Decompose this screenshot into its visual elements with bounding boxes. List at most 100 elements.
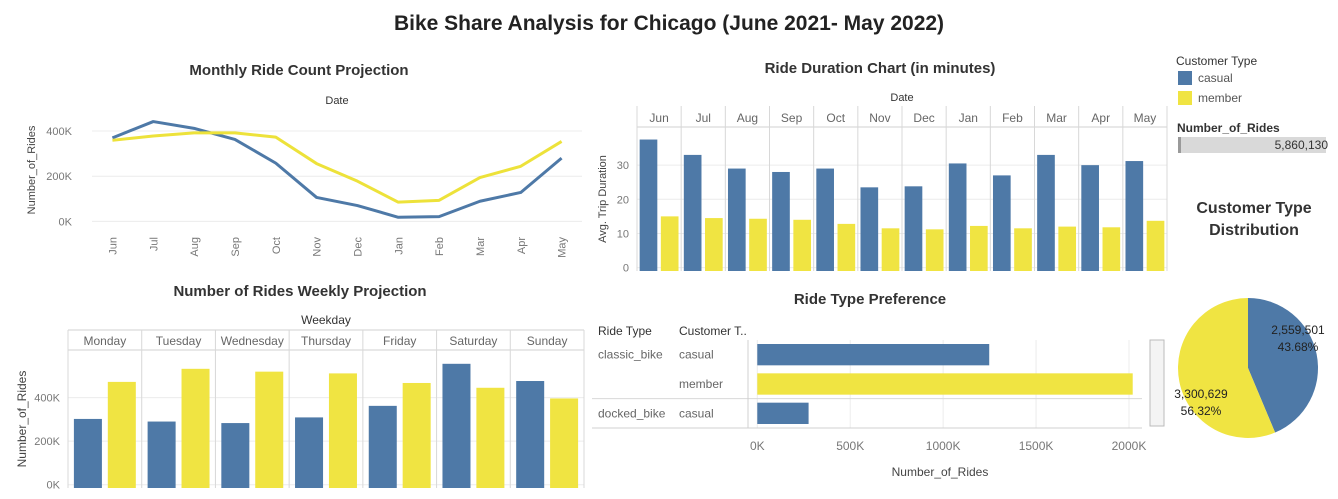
monthly-xtick-label: Oct: [271, 237, 283, 254]
monthly-ytick-label: 400K: [46, 126, 72, 138]
weekly-rides-chart: Weekday 0K 200K 400K Number_of_Rides Monday Tu…: [15, 313, 585, 492]
ridetype-customer-label: casual: [679, 348, 714, 362]
weekly-bar-member: [107, 381, 136, 488]
ridetype-row-label: classic_bike: [598, 348, 663, 362]
monthly-xtick-label: Mar: [475, 237, 487, 256]
weekly-bar-casual: [295, 417, 324, 488]
pie-title-line2: Distribution: [1209, 222, 1299, 239]
duration-bar-casual: [992, 175, 1011, 271]
ridetype-xlabel: Number_of_Rides: [892, 465, 989, 479]
ridetype-xtick-label: 1000K: [926, 439, 961, 453]
duration-bar-casual: [904, 186, 923, 271]
duration-bar-casual: [639, 139, 658, 271]
ridetype-xtick-label: 2000K: [1112, 439, 1147, 453]
duration-bar-member: [1058, 226, 1077, 271]
weekly-bar-member: [402, 382, 431, 488]
pie-slice-casual: [1248, 298, 1318, 433]
weekly-bar-casual: [73, 418, 102, 488]
dashboard-title: Bike Share Analysis for Chicago (June 20…: [393, 12, 945, 35]
weekly-bar-member: [181, 368, 210, 488]
duration-month-label: Oct: [826, 111, 845, 125]
monthly-ytick-label: 200K: [46, 171, 72, 183]
duration-bar-member: [660, 216, 679, 271]
monthly-ytick-label: 0K: [59, 216, 73, 228]
weekly-day-label: Saturday: [449, 334, 497, 348]
monthly-ride-count-chart: Date 0K 200K 400K Number_of_Rides Jun Jul Aug Se…: [26, 95, 582, 258]
pie-value-label: 3,300,629: [1174, 387, 1228, 401]
legend-swatch-member: [1178, 91, 1192, 105]
rides-total-value: 5,860,130: [1274, 138, 1328, 152]
weekly-chart-title: Number of Rides Weekly Projection: [173, 283, 427, 300]
monthly-xtick-label: Aug: [189, 237, 201, 257]
legend-label-casual: casual: [1198, 71, 1233, 85]
duration-ytick-label: 10: [617, 228, 629, 240]
monthly-xtick-label: Sep: [230, 237, 242, 257]
ridetype-xtick-label: 1500K: [1019, 439, 1054, 453]
weekly-header: Weekday: [301, 313, 351, 327]
duration-ytick-label: 20: [617, 194, 629, 206]
monthly-xtick-label: Jun: [107, 237, 119, 255]
weekly-ytick-label: 400K: [34, 393, 60, 405]
legend-swatch-casual: [1178, 71, 1192, 85]
legend-item-casual[interactable]: casual: [1178, 71, 1233, 85]
monthly-line-casual: [111, 120, 563, 219]
ridetype-scrollbar: [1149, 339, 1165, 427]
rides-total-bar: [1178, 137, 1326, 153]
rides-total-title: Number_of_Rides: [1177, 121, 1280, 135]
duration-month-label: Dec: [913, 111, 934, 125]
weekly-ytick-label: 0K: [47, 480, 61, 492]
duration-bar-casual: [860, 187, 879, 271]
monthly-chart-title: Monthly Ride Count Projection: [189, 62, 409, 79]
duration-ytick-label: 30: [617, 160, 629, 172]
weekly-bar-casual: [221, 423, 250, 488]
customer-type-pie: 2,559,501 43.68% 3,300,629 56.32%: [1174, 298, 1325, 438]
weekly-bar-member: [550, 398, 579, 488]
monthly-xtick-label: Jul: [148, 237, 160, 251]
weekly-ytick-label: 200K: [34, 436, 60, 448]
monthly-line-member: [112, 131, 563, 204]
weekly-bar-casual: [442, 363, 471, 488]
weekly-day-label: Tuesday: [156, 334, 202, 348]
duration-ylabel: Avg. Trip Duration: [597, 155, 609, 243]
duration-bar-casual: [772, 171, 790, 271]
monthly-xtick-label: May: [557, 237, 569, 258]
duration-chart-title: Ride Duration Chart (in minutes): [764, 60, 996, 77]
monthly-xtick-label: Feb: [434, 237, 446, 256]
duration-bar-casual: [1037, 154, 1055, 271]
ridetype-col-header: Ride Type: [598, 324, 652, 338]
weekly-bar-member: [255, 371, 284, 488]
monthly-xtick-label: Dec: [352, 237, 364, 257]
duration-bar-member: [970, 225, 988, 271]
duration-month-label: Feb: [1002, 111, 1023, 125]
ridetype-customer-label: member: [679, 377, 723, 391]
monthly-header: Date: [325, 95, 348, 107]
weekly-bar-member: [328, 373, 357, 488]
duration-bar-member: [837, 223, 856, 271]
weekly-day-label: Monday: [84, 334, 127, 348]
pie-pct-label: 56.32%: [1181, 404, 1222, 418]
monthly-xtick-label: Jan: [393, 237, 405, 255]
pie-title-line1: Customer Type: [1196, 200, 1312, 217]
weekly-bar-casual: [368, 405, 397, 488]
pie-value-label: 2,559,501: [1271, 323, 1325, 337]
duration-month-label: Jul: [696, 111, 711, 125]
weekly-day-label: Thursday: [301, 334, 351, 348]
weekly-day-label: Friday: [383, 334, 416, 348]
pie-pct-label: 43.68%: [1278, 340, 1319, 354]
legend-title: Customer Type: [1176, 54, 1258, 68]
ridetype-col-header: Customer T..: [679, 324, 747, 338]
duration-bar-casual: [727, 168, 746, 271]
duration-month-label: Sep: [781, 111, 803, 125]
duration-month-label: May: [1134, 111, 1157, 125]
ride-duration-chart: Date 0 10 20 30 Avg. Trip Duration Jun Jul Aug Se…: [597, 92, 1168, 275]
legend-item-member[interactable]: member: [1178, 91, 1242, 105]
duration-bar-member: [925, 229, 944, 271]
duration-month-label: Mar: [1046, 111, 1067, 125]
pie-slice-member: [1178, 298, 1276, 438]
ridetype-customer-label: casual: [679, 406, 714, 420]
ridetype-bar: [757, 344, 990, 366]
duration-bar-casual: [683, 154, 702, 271]
ridetype-xtick-label: 0K: [750, 439, 765, 453]
duration-month-label: Jan: [959, 111, 978, 125]
duration-month-label: Nov: [869, 111, 890, 125]
